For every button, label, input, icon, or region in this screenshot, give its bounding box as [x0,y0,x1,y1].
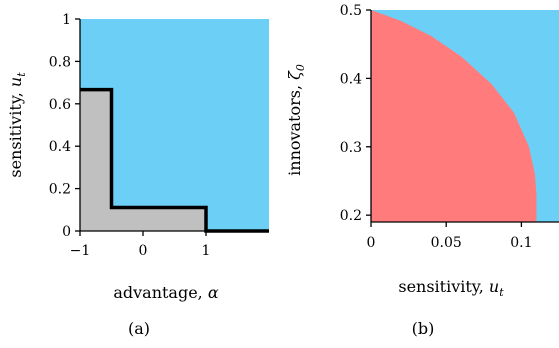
panel-a-y-tick-label: 0.2 [49,182,71,198]
panel-a-x-label: advantage, α [113,283,219,302]
panel-a-y-tick-label: 0.6 [49,97,71,113]
panel-b-y-tick-label: 0.5 [340,3,362,19]
panel-a-x-ticks: −1 0 1 [70,231,211,259]
panel-a-y-label: sensitivity, ut [6,72,28,178]
panel-a-x-tick-label: −1 [70,243,91,259]
panel-b-x-ticks: 0 0.05 0.1 [367,222,533,251]
panel-a-y-tick-label: 1 [62,12,71,28]
panel-b-red-region [371,10,537,222]
panel-a-y-ticks: 0 0.2 0.4 0.6 0.8 1 [49,12,80,240]
panel-b-y-ticks: 0.2 0.3 0.4 0.5 [340,3,371,224]
panel-b-y-tick-label: 0.3 [340,140,362,156]
panel-b-y-tick-label: 0.4 [340,71,362,87]
panel-a-y-tick-label: 0.8 [49,54,71,70]
panel-b-y-tick-label: 0.2 [340,208,362,224]
panel-b: 0 0.05 0.1 0.2 0.3 0.4 0.5 sensitivity, ut in… [285,3,559,338]
panel-b-x-tick-label: 0.1 [510,235,532,251]
panel-a: −1 0 1 0 0.2 0.4 0.6 0.8 1 advantage, α sensiti… [6,12,269,338]
panel-b-x-tick-label: 0.05 [431,235,462,251]
panel-b-x-label: sensitivity, ut [398,277,504,299]
panel-a-gray-region [80,89,269,231]
panel-b-y-label: innovators, ζ0 [285,64,307,176]
panel-a-x-tick-label: 0 [139,243,148,259]
panel-b-x-tick-label: 0 [367,235,376,251]
panel-a-x-tick-label: 1 [202,243,211,259]
panel-a-y-tick-label: 0 [62,224,71,240]
panel-b-label: (b) [412,319,435,338]
panel-a-y-tick-label: 0.4 [49,139,71,155]
panel-a-label: (a) [128,319,150,338]
